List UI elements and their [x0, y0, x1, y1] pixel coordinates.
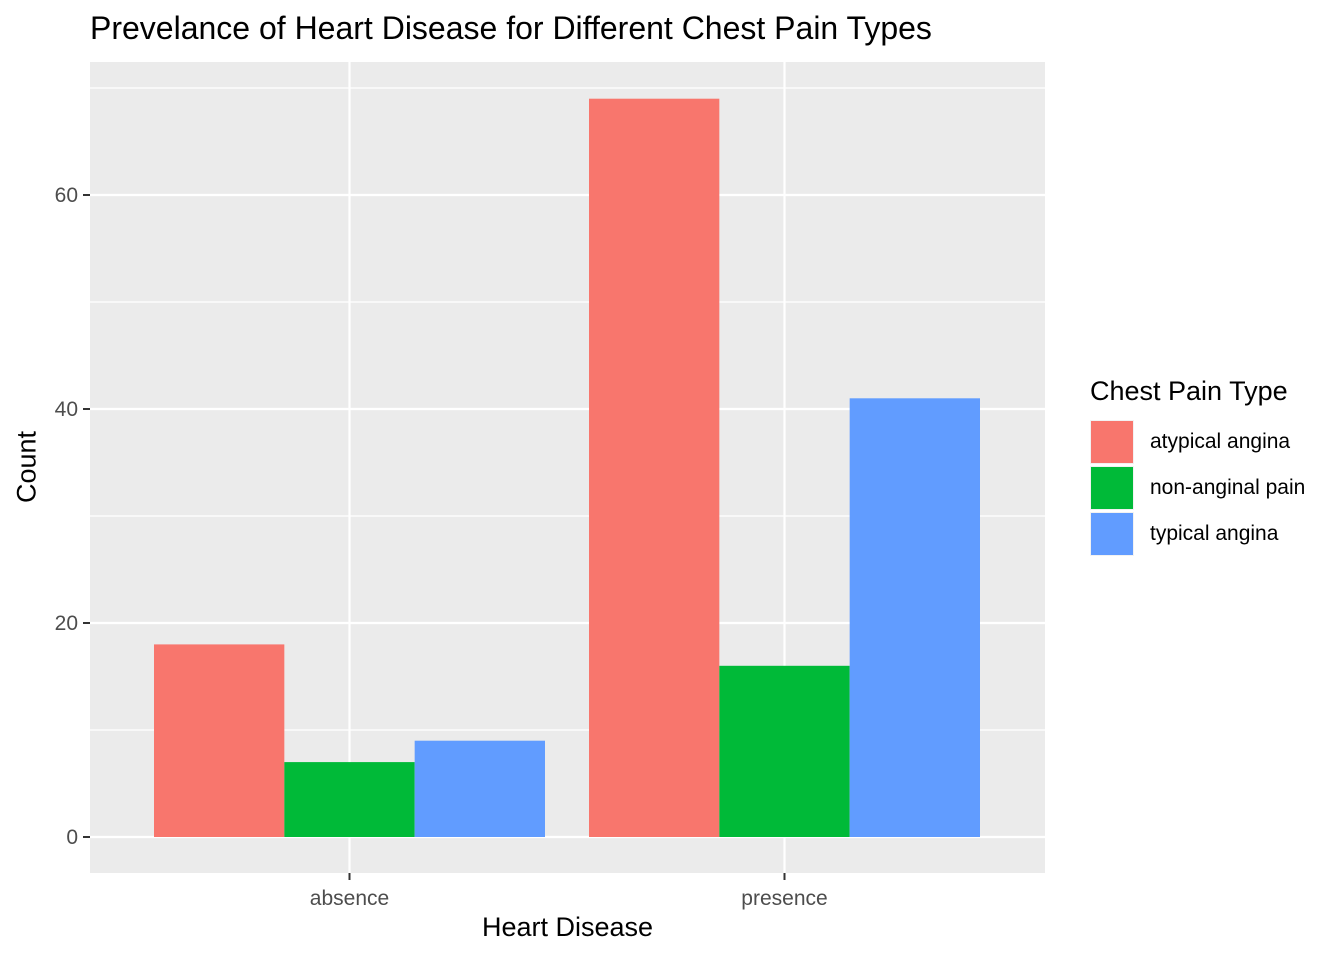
legend-item-non-anginal-pain: non-anginal pain	[1090, 465, 1305, 511]
chart-title: Prevelance of Heart Disease for Differen…	[90, 10, 932, 46]
legend-swatch	[1090, 512, 1134, 556]
bar-typical-angina-absence	[414, 740, 545, 837]
y-tick-label: 0	[66, 826, 78, 849]
legend-item-atypical-angina: atypical angina	[1090, 419, 1305, 465]
y-tick-label: 40	[55, 398, 78, 421]
bar-atypical-angina-presence	[589, 98, 720, 837]
bar-typical-angina-presence	[849, 398, 980, 837]
bar-atypical-angina-absence	[154, 644, 285, 837]
legend-label: typical angina	[1150, 522, 1279, 545]
legend-swatch	[1090, 420, 1134, 464]
legend-title: Chest Pain Type	[1090, 376, 1288, 406]
legend-label: non-anginal pain	[1150, 476, 1306, 499]
x-tick-label: presence	[741, 887, 827, 910]
legend-label: atypical angina	[1150, 430, 1291, 453]
legend-swatch	[1090, 466, 1134, 510]
legend-item-typical-angina: typical angina	[1090, 511, 1305, 557]
bar-non-anginal-pain-absence	[284, 762, 415, 837]
y-tick-label: 60	[55, 184, 78, 207]
y-tick-label: 20	[55, 612, 78, 635]
legend: Chest Pain Type atypical angina non-angi…	[1090, 376, 1305, 557]
bar-non-anginal-pain-presence	[719, 665, 850, 837]
x-tick-label: absence	[310, 887, 389, 910]
y-axis-title: Count	[11, 430, 42, 504]
x-axis-title: Heart Disease	[481, 912, 654, 942]
